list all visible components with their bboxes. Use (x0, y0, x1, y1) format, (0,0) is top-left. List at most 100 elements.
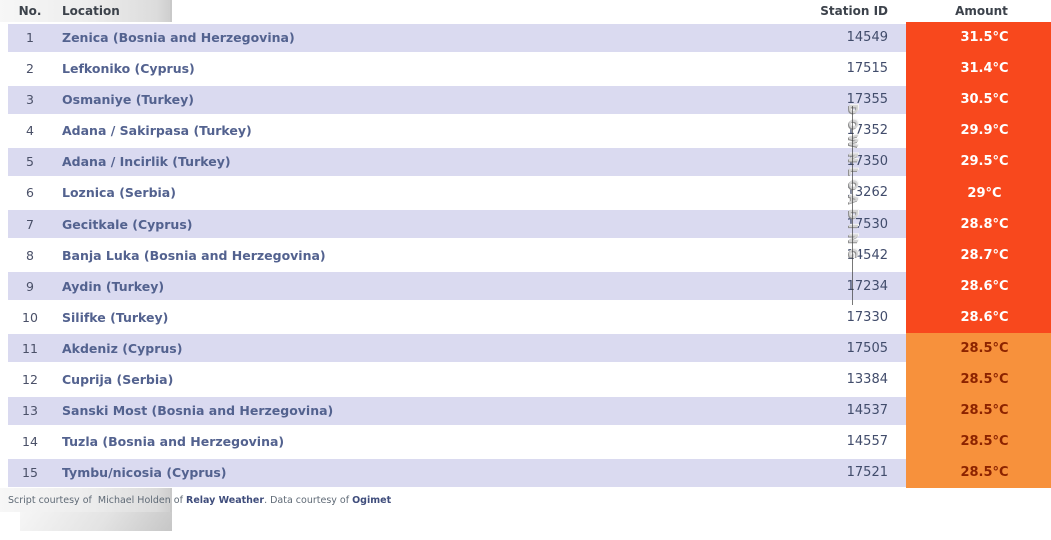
row-location: Tymbu/nicosia (Cyprus) (62, 465, 227, 481)
table-row: 13 Sanski Most (Bosnia and Herzegovina) 14… (0, 395, 1051, 427)
row-amount: 29.5°C (906, 146, 1051, 178)
row-band: 5 Adana / Incirlik (Turkey) 17350 (8, 147, 906, 176)
row-number: 13 (22, 403, 38, 419)
row-amount: 28.7°C (906, 239, 1051, 271)
row-band: 2 Lefkoniko (Cyprus) 17515 (8, 54, 906, 83)
footer-prefix-text: Script courtesy of Michael Holden of (8, 495, 186, 506)
table-row: 3 Osmaniye (Turkey) 17355 30.5°C (0, 84, 1051, 116)
row-band: 14 Tuzla (Bosnia and Herzegovina) 14557 (8, 427, 906, 456)
table-row: 1 Zenica (Bosnia and Herzegovina) 14549 31.… (0, 22, 1051, 54)
row-number: 1 (26, 30, 34, 45)
row-band: 7 Gecitkale (Cyprus) 17530 (8, 210, 906, 239)
table-header-row: No. Location Station ID Amount (8, 0, 1051, 22)
table-row: 14 Tuzla (Bosnia and Herzegovina) 14557 28.… (0, 426, 1051, 458)
footer-middle-text: . Data courtesy of (264, 495, 353, 506)
table-row: 11 Akdeniz (Cyprus) 17505 28.5°C (0, 332, 1051, 365)
header-location: Location (62, 4, 120, 18)
row-location: Osmaniye (Turkey) (62, 92, 194, 108)
row-station-id: 17355 (846, 92, 888, 108)
row-band: 15 Tymbu/nicosia (Cyprus) 17521 (8, 458, 906, 487)
row-amount: 28.6°C (906, 270, 1051, 302)
row-number: 7 (26, 216, 34, 232)
row-station-id: 13262 (846, 185, 888, 201)
row-amount: 31.4°C (906, 53, 1051, 85)
row-station-id: 17352 (846, 123, 888, 139)
row-amount: 28.5°C (906, 457, 1051, 489)
row-band: 6 Loznica (Serbia) 13262 (8, 178, 906, 207)
row-station-id: 17350 (846, 154, 888, 170)
row-amount: 28.5°C (906, 364, 1051, 396)
header-no: No. (18, 4, 42, 18)
row-station-id: 14542 (846, 247, 888, 263)
table-row: 8 Banja Luka (Bosnia and Herzegovina) 1454… (0, 239, 1051, 271)
table-row: 2 Lefkoniko (Cyprus) 17515 31.4°C (0, 53, 1051, 85)
background-band-corner-shadow (20, 512, 172, 531)
row-location: Zenica (Bosnia and Herzegovina) (62, 30, 295, 45)
row-number: 2 (26, 61, 34, 77)
row-location: Cuprija (Serbia) (62, 372, 174, 388)
row-number: 5 (26, 154, 34, 170)
row-number: 11 (22, 340, 38, 356)
footer-credits: Script courtesy of Michael Holden of Rel… (8, 495, 391, 506)
row-location: Adana / Incirlik (Turkey) (62, 154, 231, 170)
row-number: 10 (22, 309, 38, 325)
watermark-vertical-line (852, 106, 853, 305)
row-band: 9 Aydin (Turkey) 17234 (8, 272, 906, 301)
row-station-id: 17330 (846, 309, 888, 325)
row-location: Sanski Most (Bosnia and Herzegovina) (62, 403, 334, 419)
row-number: 9 (26, 278, 34, 294)
table-body: 1 Zenica (Bosnia and Herzegovina) 14549 31.… (0, 22, 1051, 489)
table-row: 4 Adana / Sakirpasa (Turkey) 17352 29.9°C (0, 115, 1051, 147)
row-amount: 28.5°C (906, 395, 1051, 427)
row-station-id: 14557 (846, 434, 888, 450)
row-station-id: 17521 (846, 465, 888, 481)
table-row: 15 Tymbu/nicosia (Cyprus) 17521 28.5°C (0, 457, 1051, 489)
row-station-id: 17234 (846, 278, 888, 294)
row-amount: 31.5°C (906, 22, 1051, 54)
row-amount: 28.5°C (906, 426, 1051, 458)
row-location: Loznica (Serbia) (62, 185, 176, 201)
header-station-id: Station ID (820, 4, 888, 18)
row-band: 12 Cuprija (Serbia) 13384 (8, 365, 906, 394)
row-number: 8 (26, 247, 34, 263)
row-number: 4 (26, 123, 34, 139)
row-band: 1 Zenica (Bosnia and Herzegovina) 14549 (8, 23, 906, 52)
temperature-table: No. Location Station ID Amount 1 Zenica (… (0, 0, 1051, 489)
header-amount: Amount (955, 4, 1008, 18)
row-number: 3 (26, 92, 34, 108)
row-station-id: 17505 (846, 340, 888, 356)
row-amount: 28.6°C (906, 301, 1051, 333)
row-station-id: 14537 (846, 403, 888, 419)
downloading-watermark-text: DOWNLOADING (846, 104, 860, 264)
row-station-id: 17515 (846, 61, 888, 77)
row-amount: 29°C (906, 177, 1051, 209)
row-location: Gecitkale (Cyprus) (62, 216, 193, 232)
table-row: 12 Cuprija (Serbia) 13384 28.5°C (0, 364, 1051, 396)
row-band: 3 Osmaniye (Turkey) 17355 (8, 85, 906, 114)
ogimet-link[interactable]: Ogimet (352, 495, 392, 506)
row-band: 8 Banja Luka (Bosnia and Herzegovina) 1454… (8, 241, 906, 270)
row-station-id: 17530 (846, 216, 888, 232)
row-location: Tuzla (Bosnia and Herzegovina) (62, 434, 285, 450)
row-location: Akdeniz (Cyprus) (62, 340, 183, 356)
table-row: 5 Adana / Incirlik (Turkey) 17350 29.5°C (0, 146, 1051, 178)
table-row: 6 Loznica (Serbia) 13262 29°C (0, 177, 1051, 209)
row-amount: 28.8°C (906, 208, 1051, 240)
row-number: 14 (22, 434, 38, 450)
table-row: 9 Aydin (Turkey) 17234 28.6°C (0, 270, 1051, 302)
row-number: 15 (22, 465, 38, 481)
table-row: 10 Silifke (Turkey) 17330 28.6°C (0, 301, 1051, 333)
row-location: Lefkoniko (Cyprus) (62, 61, 195, 77)
row-band: 11 Akdeniz (Cyprus) 17505 (8, 334, 906, 363)
row-band: 13 Sanski Most (Bosnia and Herzegovina) 14… (8, 396, 906, 425)
relay-weather-link[interactable]: Relay Weather (186, 495, 265, 506)
row-band: 4 Adana / Sakirpasa (Turkey) 17352 (8, 116, 906, 145)
row-amount: 29.9°C (906, 115, 1051, 147)
row-station-id: 14549 (846, 30, 888, 45)
row-station-id: 13384 (846, 372, 888, 388)
row-number: 6 (26, 185, 34, 201)
row-location: Silifke (Turkey) (62, 309, 169, 325)
row-amount: 30.5°C (906, 84, 1051, 116)
row-band: 10 Silifke (Turkey) 17330 (8, 303, 906, 332)
row-amount: 28.5°C (906, 332, 1051, 365)
